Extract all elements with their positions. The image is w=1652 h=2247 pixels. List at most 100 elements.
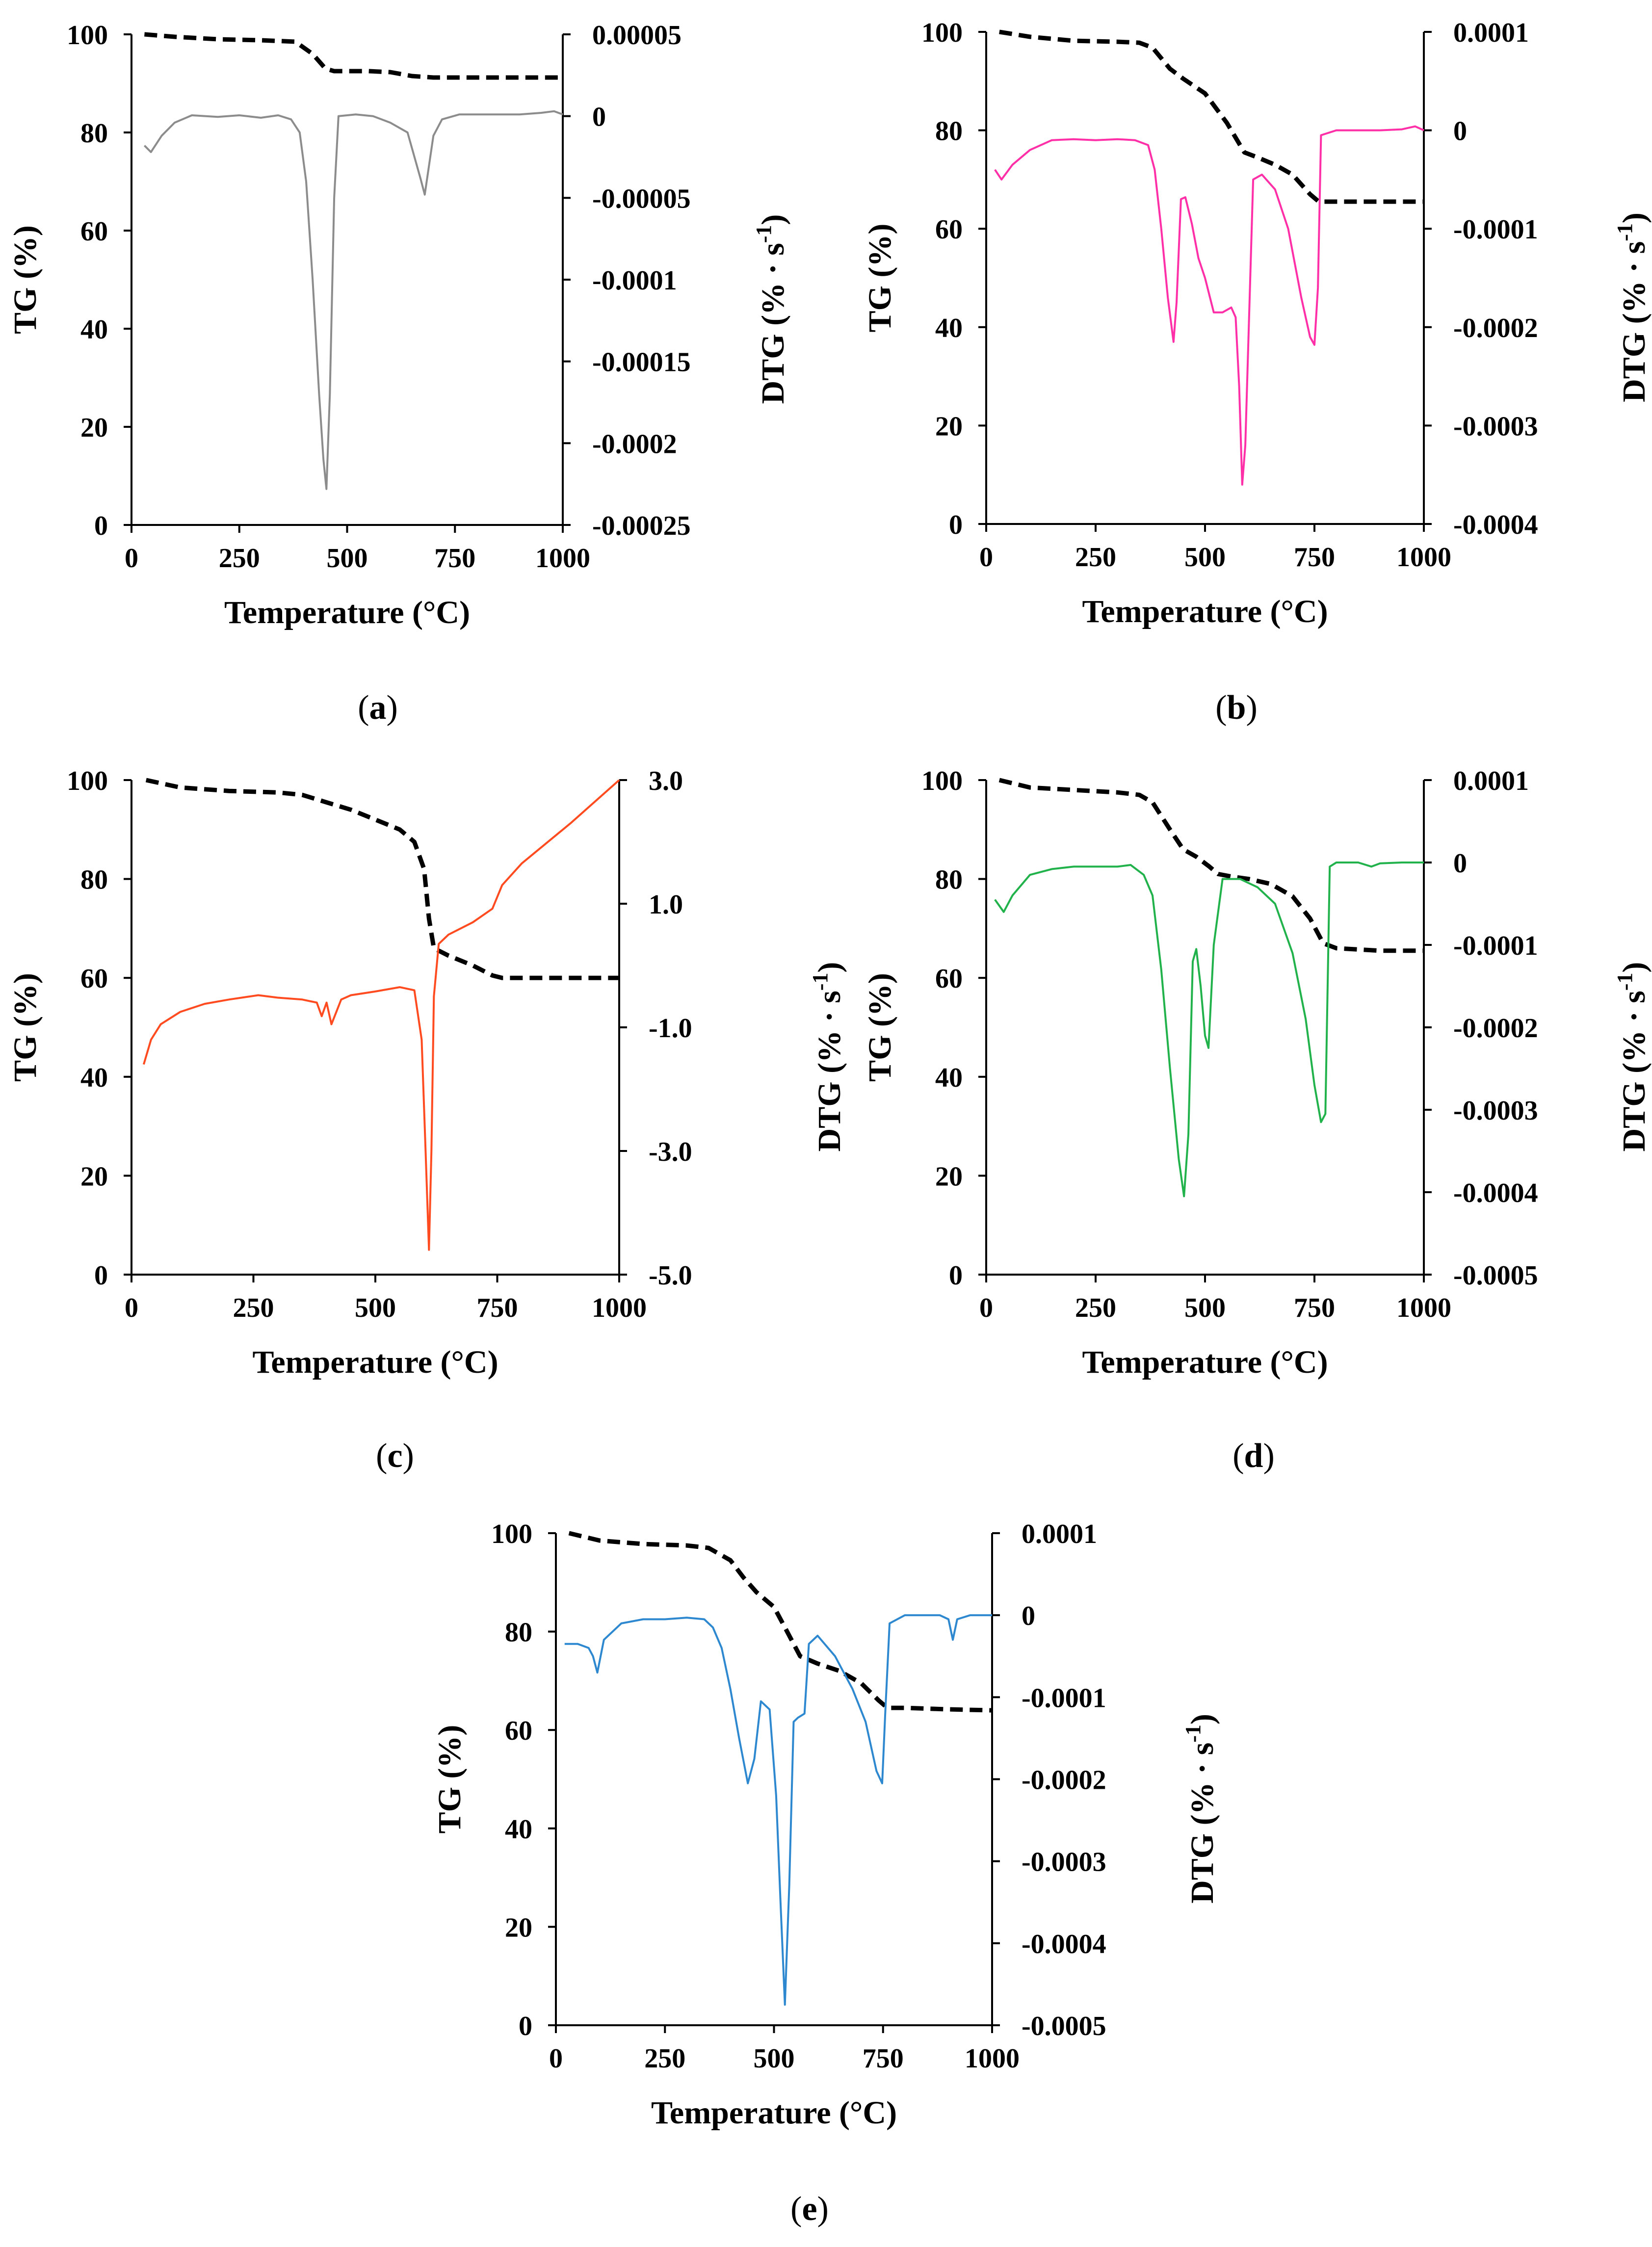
panel-label: (a): [358, 689, 398, 727]
y2-tick-label: 3.0: [649, 766, 683, 796]
x-tick-label: 1000: [965, 2043, 1020, 2074]
y2-tick-label: -1.0: [649, 1013, 692, 1044]
y-tick-label: 80: [80, 118, 108, 149]
x-tick-label: 1000: [1396, 542, 1451, 573]
x-axis-title: Temperature (°C): [1082, 594, 1328, 629]
y2-title-exponent: -1: [808, 973, 832, 991]
x-tick-label: 500: [754, 2043, 795, 2074]
y-tick-label: 40: [80, 314, 108, 345]
tg-curve: [998, 778, 1424, 953]
dtg-curve: [142, 779, 620, 1251]
x-tick-label: 0: [979, 1293, 993, 1323]
y-tick-label: 60: [80, 964, 108, 994]
panel-a: 0 250 500 750 1000 0 20 40 60 80 100 -0.00025 -0.000…: [7, 20, 791, 727]
y2-tick-label: -0.0003: [1453, 1096, 1538, 1126]
y2-title-main: DTG (% · s: [1616, 991, 1652, 1151]
y2-axis-title: DTG (% · s-1): [1613, 962, 1652, 1152]
y2-title-main: DTG (% · s: [1616, 241, 1652, 402]
y-tick-label: 40: [80, 1063, 108, 1093]
y2-tick-label: -0.0003: [1022, 1847, 1106, 1878]
y2-tick-label: -0.0004: [1453, 1178, 1538, 1208]
y2-tick-label: -0.0005: [1453, 1260, 1538, 1291]
dtg-curve: [564, 1614, 992, 2006]
y2-title-main: DTG (% · s: [1184, 1743, 1220, 1904]
dtg-curve: [143, 110, 563, 490]
y2-tick-label: -0.00015: [592, 347, 691, 378]
x-axis-title: Temperature (°C): [651, 2095, 897, 2131]
y2-title-exponent: -1: [1613, 223, 1637, 241]
y2-tick-label: -0.0002: [1453, 1013, 1538, 1044]
y-tick-label: 40: [935, 313, 963, 343]
y-tick-label: 0: [94, 1260, 108, 1291]
y-tick-label: 60: [935, 964, 963, 994]
x-tick-label: 750: [434, 543, 475, 574]
panel-d: 0 250 500 750 1000 0 20 40 60 80 100 -0.0005 -0.0004…: [862, 766, 1652, 1475]
y-tick-label: 0: [94, 511, 108, 541]
y2-tick-label: 0.0001: [1453, 766, 1529, 796]
panel-c: 0 250 500 750 1000 0 20 40 60 80 100 -5.0 -3.0 -1.0 1.…: [7, 766, 847, 1475]
y2-title-exponent: -1: [1181, 1724, 1205, 1743]
y2-tick-label: 0.0001: [1453, 18, 1529, 48]
y2-title-end: ): [1616, 212, 1652, 223]
tg-curve: [999, 29, 1424, 204]
y2-tick-label: -0.0002: [1453, 313, 1538, 343]
y2-tick-label: -0.00025: [592, 511, 691, 541]
y2-axis-title: DTG (% · s-1): [1613, 212, 1652, 402]
x-tick-label: 750: [863, 2043, 904, 2074]
y2-tick-label: -5.0: [649, 1260, 692, 1291]
y-tick-label: 20: [80, 1161, 108, 1192]
x-axis-title: Temperature (°C): [1082, 1344, 1328, 1380]
y2-tick-label: -0.0004: [1022, 1929, 1106, 1960]
x-tick-label: 0: [125, 543, 138, 574]
x-tick-label: 250: [219, 543, 260, 574]
y2-tick-label: 0: [1453, 848, 1467, 879]
y-tick-label: 100: [491, 1519, 532, 1549]
y2-tick-label: 0.00005: [592, 20, 682, 51]
x-tick-label: 250: [233, 1293, 274, 1323]
y-tick-label: 40: [935, 1063, 963, 1093]
x-tick-label: 0: [549, 2043, 563, 2074]
x-tick-label: 1000: [592, 1293, 647, 1323]
tg-curve: [568, 1531, 993, 1713]
y-tick-label: 80: [935, 116, 963, 147]
y2-tick-label: 0: [1453, 116, 1467, 147]
x-tick-label: 750: [477, 1293, 518, 1323]
y-tick-label: 40: [505, 1814, 532, 1845]
y2-axis-title: DTG (% · s-1): [752, 214, 791, 404]
y-axis-title: TG (%): [862, 224, 898, 333]
y2-title-end: ): [812, 962, 847, 973]
y2-title-exponent: -1: [752, 225, 776, 243]
y2-tick-label: 1.0: [649, 889, 683, 920]
dtg-curve: [994, 862, 1424, 1198]
y-tick-label: 100: [67, 20, 108, 51]
x-tick-label: 500: [327, 543, 368, 574]
panel-label: (b): [1215, 689, 1258, 727]
y2-tick-label: -0.0001: [1022, 1683, 1106, 1713]
tg-curve: [145, 778, 619, 980]
x-axis-title: Temperature (°C): [224, 595, 470, 630]
y-tick-label: 100: [67, 766, 108, 796]
y-tick-label: 0: [949, 1260, 963, 1291]
tg-curve: [144, 32, 563, 80]
y-axis-title: TG (%): [862, 973, 898, 1082]
x-tick-label: 1000: [1396, 1293, 1451, 1323]
y2-tick-label: -0.00005: [592, 183, 691, 214]
y2-tick-label: -3.0: [649, 1137, 692, 1167]
x-tick-label: 500: [1184, 542, 1226, 573]
y-tick-label: 80: [80, 865, 108, 895]
y-tick-label: 20: [80, 413, 108, 443]
x-tick-label: 250: [1075, 542, 1116, 573]
panel-b: 0 250 500 750 1000 0 20 40 60 80 100 -0.0004 -0.0003…: [862, 18, 1652, 727]
y2-title-end: ): [1616, 962, 1652, 973]
y2-title-main: DTG (% · s: [755, 243, 791, 404]
y2-axis-title: DTG (% · s-1): [808, 962, 847, 1152]
x-tick-label: 750: [1294, 1293, 1335, 1323]
y2-tick-label: -0.0002: [592, 429, 677, 459]
y-tick-label: 20: [505, 1912, 532, 1943]
y2-title-end: ): [755, 214, 791, 225]
y-tick-label: 20: [935, 1161, 963, 1192]
y-tick-label: 0: [519, 2011, 532, 2041]
x-tick-label: 500: [1184, 1293, 1226, 1323]
y2-title-end: ): [1184, 1714, 1220, 1724]
